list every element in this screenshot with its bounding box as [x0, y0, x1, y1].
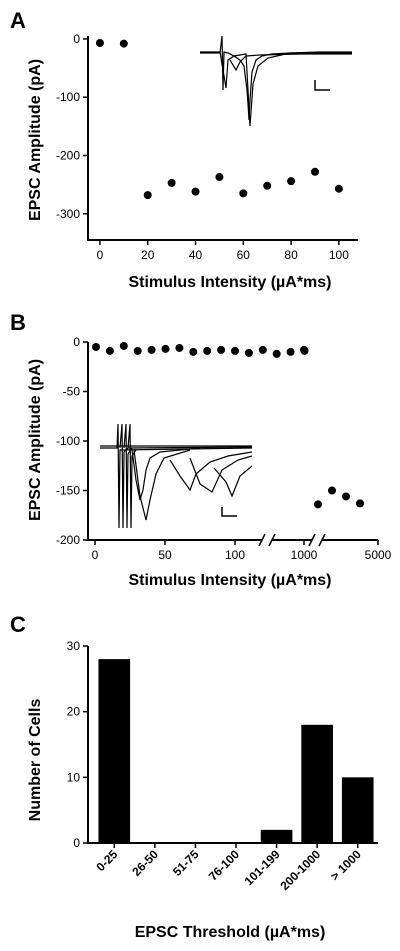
panel-a-x-tick-label: 0 — [97, 248, 104, 262]
panel-b-data-point — [92, 342, 100, 351]
panel-b-x-tick-label: 0 — [92, 548, 99, 562]
panel-c-x-tick-label: 200-1000 — [278, 847, 324, 893]
panel-c-bar — [341, 777, 374, 843]
panel-b-data-point — [314, 500, 322, 509]
panel-a-data-point — [191, 187, 200, 196]
panel-b-x-axis-title: Stimulus Intensity (µA*ms) — [128, 572, 331, 589]
panel-a-x-tick-label: 20 — [141, 248, 155, 262]
panel-b-data-point — [272, 349, 281, 358]
panel-c-x-tick-label: 76-100 — [206, 847, 243, 884]
panel-c-y-tick-label: 10 — [67, 770, 81, 784]
panel-b-data-point — [328, 486, 336, 495]
panel-b-axis-break-mark — [318, 533, 326, 547]
panel-b-data-point — [244, 348, 253, 357]
panel-a-x-axis-title: Stimulus Intensity (µA*ms) — [128, 274, 331, 291]
panel-c-bars — [98, 659, 374, 843]
panel-a-x-tick-label: 60 — [237, 248, 251, 262]
panel-c-y-tick-label: 0 — [73, 836, 80, 850]
panel-a-points — [95, 38, 343, 200]
panel-c-x-axis-title: EPSC Threshold (µA*ms) — [135, 924, 326, 941]
panel-b-data-point — [217, 345, 226, 354]
panel-c-letter: C — [10, 612, 26, 637]
panel-c-bar — [98, 659, 131, 843]
panel-c-x-tick-label: 51-75 — [170, 847, 202, 879]
panel-b-data-point — [286, 347, 295, 356]
panel-b-x-tick-label: 1000 — [291, 548, 318, 562]
panel-b-axis-break-mark — [258, 533, 266, 547]
panel-b: B EPSC Amplitude (pA) Stimulus Intensity… — [10, 310, 392, 589]
panel-c-x-tick-label: 26-50 — [129, 847, 161, 879]
panel-a-x-tick-label: 80 — [284, 248, 298, 262]
panel-a-x-tick-label: 100 — [329, 248, 349, 262]
panel-b-data-point — [175, 343, 184, 352]
panel-b-axes: 0 -50 -100 -150 -200 0 50 100 1000 5000 — [56, 335, 392, 562]
panel-b-data-point — [342, 492, 350, 501]
panel-a-data-point — [167, 178, 176, 187]
panel-b-y-tick-label: -200 — [56, 533, 80, 547]
panel-a-x-tick-label: 40 — [189, 248, 203, 262]
panel-b-y-tick-label: 0 — [73, 335, 80, 349]
panel-a: A EPSC Amplitude (pA) Stimulus Intensity… — [10, 8, 358, 291]
panel-a-y-axis-title: EPSC Amplitude (pA) — [27, 59, 44, 221]
panel-a-data-point — [143, 191, 152, 200]
panel-a-axes: 0 -100 -200 -300 0 20 40 60 80 100 — [56, 32, 358, 262]
panel-b-x-tick-label: 50 — [158, 548, 172, 562]
panel-a-y-tick-label: -100 — [56, 90, 80, 104]
panel-b-data-point — [300, 345, 308, 354]
panel-c-y-tick-label: 30 — [67, 639, 81, 653]
panel-a-data-point — [287, 177, 296, 186]
panel-b-y-tick-label: -50 — [63, 385, 81, 399]
panel-b-data-point — [161, 344, 170, 353]
panel-a-inset-traces — [200, 35, 352, 127]
panel-b-points — [92, 341, 364, 509]
panel-a-letter: A — [10, 8, 26, 33]
panel-a-data-point — [310, 167, 319, 176]
panel-b-y-axis-title: EPSC Amplitude (pA) — [27, 359, 44, 521]
panel-a-y-tick-label: 0 — [73, 32, 80, 46]
panel-b-data-point — [105, 346, 114, 355]
panel-c-y-axis-title: Number of Cells — [27, 699, 44, 822]
panel-c-bar — [301, 724, 333, 843]
panel-c-axis-lines — [87, 646, 378, 844]
panel-b-data-point — [356, 499, 364, 508]
panel-b-data-point — [147, 345, 156, 354]
panel-c-x-tick-label: 101-199 — [242, 847, 283, 888]
panel-b-x-tick-label: 5000 — [365, 548, 392, 562]
panel-c: C Number of Cells EPSC Threshold (µA*ms)… — [10, 612, 378, 941]
panel-b-data-point — [231, 346, 239, 355]
panel-b-axis-segment-1 — [87, 342, 262, 541]
panel-c-x-tick-label: 0-25 — [94, 847, 121, 874]
panel-b-data-point — [258, 345, 267, 354]
panel-b-y-tick-label: -150 — [56, 484, 80, 498]
panel-a-data-point — [119, 39, 128, 48]
panel-b-data-point — [189, 347, 198, 356]
panel-c-y-tick-label: 20 — [67, 705, 81, 719]
panel-a-data-point — [215, 173, 224, 182]
panel-b-data-point — [203, 346, 212, 355]
panel-a-data-point — [95, 38, 104, 47]
panel-a-y-tick-label: -200 — [56, 148, 80, 162]
panel-a-y-tick-label: -300 — [56, 207, 80, 221]
panel-a-data-point — [239, 189, 248, 198]
panel-a-data-point — [334, 184, 343, 193]
panel-a-data-point — [263, 181, 272, 190]
panel-b-data-point — [119, 341, 128, 350]
panel-c-x-tick-label: > 1000 — [328, 847, 364, 883]
panel-b-inset-traces — [100, 423, 253, 529]
panel-b-data-point — [133, 346, 142, 355]
panel-c-bar — [260, 829, 293, 843]
panel-b-axis-break-mark — [308, 533, 316, 547]
panel-a-axis-lines — [87, 36, 358, 241]
panel-b-x-tick-label: 100 — [225, 548, 245, 562]
panel-b-axis-break-mark — [268, 533, 276, 547]
panel-b-letter: B — [10, 310, 26, 335]
panel-b-y-tick-label: -100 — [56, 434, 80, 448]
